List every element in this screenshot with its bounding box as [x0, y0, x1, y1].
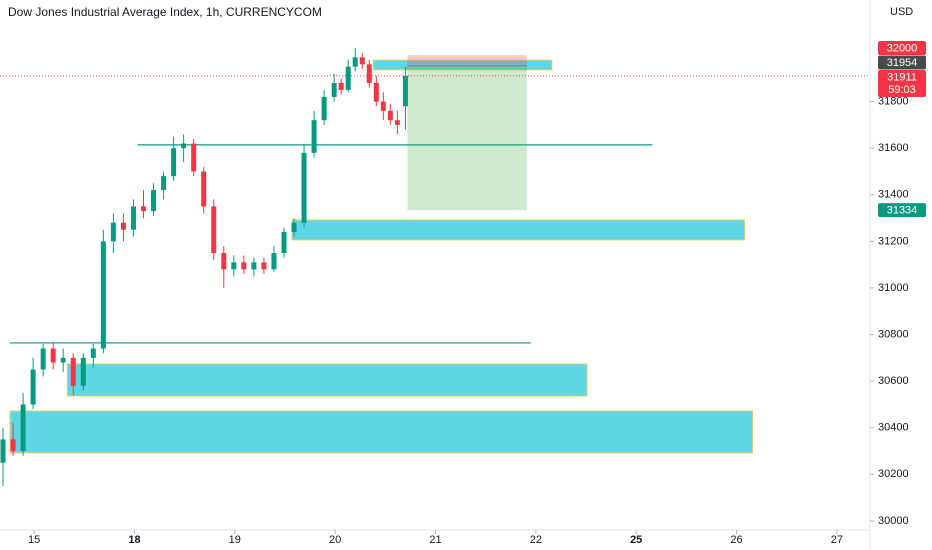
- x-tick-label: 18: [128, 534, 140, 546]
- candle-body: [191, 143, 197, 172]
- candle-body: [10, 439, 16, 452]
- zone: [66, 363, 588, 397]
- candle-body: [331, 82, 337, 97]
- x-tick-label: 21: [429, 534, 441, 546]
- candle-body: [387, 110, 393, 121]
- candle-body: [380, 101, 386, 111]
- zone: [372, 59, 553, 71]
- plot-area: [0, 47, 870, 486]
- candle-body: [345, 66, 351, 90]
- candle-body: [60, 357, 66, 363]
- price-tag: [878, 203, 926, 218]
- candle-body: [402, 75, 408, 107]
- candle-body: [80, 357, 86, 386]
- candle-body: [120, 222, 126, 230]
- price-tag-label: 31911: [887, 71, 917, 83]
- chart-title: Dow Jones Industrial Average Index, 1h, …: [8, 5, 322, 19]
- y-tick-label: 30000: [878, 515, 909, 527]
- x-tick-label: 15: [28, 534, 40, 546]
- candle-body: [50, 348, 56, 363]
- candle-body: [359, 57, 365, 65]
- candle-body: [110, 222, 116, 242]
- candle-body: [100, 241, 106, 349]
- x-tick-label: 26: [730, 534, 742, 546]
- countdown: 59:03: [888, 84, 916, 96]
- y-tick-label: 31000: [878, 282, 909, 294]
- candle-body: [261, 262, 267, 270]
- title-bg: [4, 4, 314, 21]
- candle-body: [201, 171, 207, 207]
- y-tick-label: 30800: [878, 328, 909, 340]
- candle-body: [151, 190, 157, 212]
- candle-body: [301, 152, 307, 223]
- x-tick-label: 27: [831, 534, 843, 546]
- candle-body: [171, 148, 177, 177]
- price-tag: [878, 40, 926, 55]
- y-tick-label: 30200: [878, 468, 909, 480]
- candle-body: [352, 57, 358, 67]
- price-tag: [878, 69, 926, 97]
- candle-body: [241, 262, 247, 270]
- candle-body: [140, 206, 146, 212]
- candle-body: [30, 369, 36, 405]
- zone: [291, 219, 746, 241]
- candle-body: [251, 262, 257, 270]
- x-tick-label: 20: [329, 534, 341, 546]
- candle-body: [161, 176, 167, 191]
- candle-body: [321, 96, 327, 121]
- candle-body: [366, 64, 372, 83]
- price-tag: [878, 55, 926, 70]
- x-tick-label: 25: [630, 534, 642, 546]
- zone: [9, 410, 754, 454]
- candle-body: [211, 206, 217, 254]
- candle-body: [90, 348, 96, 358]
- x-tick-label: 19: [229, 534, 241, 546]
- candle-body: [311, 120, 317, 153]
- candle-body: [281, 232, 287, 254]
- price-tag-label: 31954: [887, 57, 918, 69]
- candle-body: [221, 253, 227, 270]
- candle-body: [181, 143, 187, 149]
- candle-body: [271, 253, 277, 270]
- candle-body: [394, 120, 400, 125]
- candle-body: [20, 404, 26, 452]
- currency-label: USD: [890, 6, 913, 18]
- y-tick-label: 31800: [878, 95, 909, 107]
- candle-body: [130, 206, 136, 230]
- x-tick-label: 22: [530, 534, 542, 546]
- y-tick-label: 30400: [878, 422, 909, 434]
- y-tick-label: 31400: [878, 189, 909, 201]
- candle-body: [70, 357, 76, 386]
- candle-body: [0, 439, 6, 463]
- candle-body: [373, 82, 379, 102]
- y-tick-label: 30600: [878, 375, 909, 387]
- y-tick-label: 31600: [878, 142, 909, 154]
- candle-body: [338, 82, 344, 90]
- candle-body: [231, 262, 237, 270]
- stop-zone: [407, 54, 527, 66]
- candle-body: [291, 222, 297, 233]
- target-zone: [407, 65, 527, 211]
- y-tick-label: 31200: [878, 235, 909, 247]
- candle-body: [40, 348, 46, 370]
- price-tag-label: 32000: [887, 42, 918, 54]
- price-tag-label: 31334: [887, 205, 918, 217]
